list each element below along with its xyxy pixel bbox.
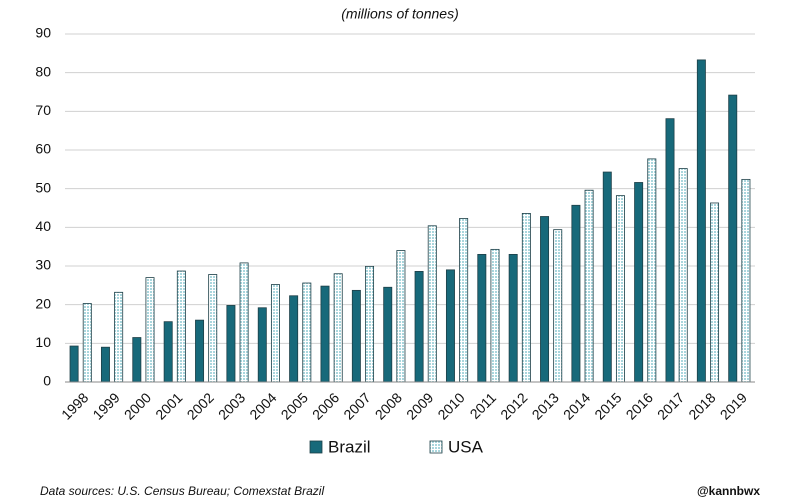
- bar: [459, 218, 469, 383]
- legend-label: Brazil: [328, 437, 371, 456]
- bar: [383, 286, 393, 383]
- bar: [615, 195, 625, 383]
- x-tick-label: 1999: [89, 389, 122, 422]
- bar: [145, 277, 155, 383]
- bar: [665, 118, 675, 383]
- bar: [132, 337, 142, 383]
- x-tick-label: 2016: [623, 389, 656, 422]
- legend-swatch: [309, 440, 323, 454]
- bar: [490, 248, 500, 383]
- bar: [741, 178, 751, 383]
- y-tick-label: 70: [35, 102, 51, 118]
- bar: [728, 94, 738, 383]
- x-tick-label: 2007: [340, 389, 373, 422]
- bar: [82, 303, 92, 383]
- y-tick-label: 30: [35, 257, 51, 273]
- bar: [195, 319, 205, 383]
- bar: [396, 250, 406, 383]
- y-tick-label: 90: [35, 25, 51, 41]
- bar: [320, 285, 330, 383]
- bar: [226, 305, 236, 383]
- bar: [678, 168, 688, 383]
- bar: [571, 204, 581, 383]
- bar: [445, 269, 455, 383]
- y-tick-label: 10: [35, 334, 51, 350]
- bar: [333, 273, 343, 383]
- bar: [508, 253, 518, 383]
- x-tick-label: 2006: [309, 389, 342, 422]
- x-tick-label: 2013: [529, 389, 562, 422]
- x-tick-label: 2015: [591, 389, 624, 422]
- bar: [414, 271, 424, 383]
- x-tick-label: 2012: [497, 389, 530, 422]
- bar: [477, 253, 487, 383]
- legend-label: USA: [448, 437, 484, 456]
- bar: [521, 213, 531, 383]
- bar: [257, 307, 267, 383]
- bar: [176, 270, 186, 383]
- y-tick-label: 0: [43, 373, 51, 389]
- x-tick-label: 1998: [58, 389, 91, 422]
- bar: [100, 346, 110, 383]
- bar: [239, 262, 249, 383]
- bar: [163, 321, 173, 383]
- legend-swatch: [429, 440, 443, 454]
- x-tick-label: 2000: [121, 389, 154, 422]
- bar: [647, 158, 657, 383]
- bar: [302, 282, 312, 383]
- x-tick-label: 2011: [467, 389, 500, 422]
- x-tick-label: 2019: [717, 389, 750, 422]
- y-tick-label: 80: [35, 63, 51, 79]
- x-tick-label: 2008: [372, 389, 405, 422]
- source-note: Data sources: U.S. Census Bureau; Comexs…: [40, 484, 324, 498]
- y-tick-label: 60: [35, 141, 51, 157]
- x-tick-label: 2001: [152, 389, 185, 422]
- bar: [351, 289, 361, 383]
- bar: [540, 216, 550, 383]
- bar: [553, 229, 563, 383]
- x-tick-label: 2002: [184, 389, 217, 422]
- bar: [114, 291, 124, 383]
- x-tick-label: 2004: [246, 389, 279, 422]
- x-tick-label: 2009: [403, 389, 436, 422]
- bar: [634, 182, 644, 383]
- bar: [270, 284, 280, 383]
- x-tick-label: 2017: [654, 389, 687, 422]
- bar: [365, 265, 375, 383]
- bar: [584, 189, 594, 383]
- bar: [696, 59, 706, 383]
- y-tick-label: 50: [35, 179, 51, 195]
- bar: [69, 345, 79, 383]
- bar: [289, 295, 299, 383]
- y-tick-label: 40: [35, 218, 51, 234]
- credit: @kannbwx: [697, 484, 760, 498]
- x-tick-label: 2014: [560, 389, 593, 422]
- x-tick-label: 2018: [685, 389, 718, 422]
- bar: [208, 274, 218, 383]
- y-tick-label: 20: [35, 295, 51, 311]
- x-tick-label: 2005: [278, 389, 311, 422]
- bar: [602, 171, 612, 383]
- x-tick-label: 2003: [215, 389, 248, 422]
- x-tick-label: 2010: [434, 389, 467, 422]
- chart-subtitle: (millions of tonnes): [341, 6, 459, 22]
- bar: [710, 202, 720, 383]
- bar: [427, 225, 437, 383]
